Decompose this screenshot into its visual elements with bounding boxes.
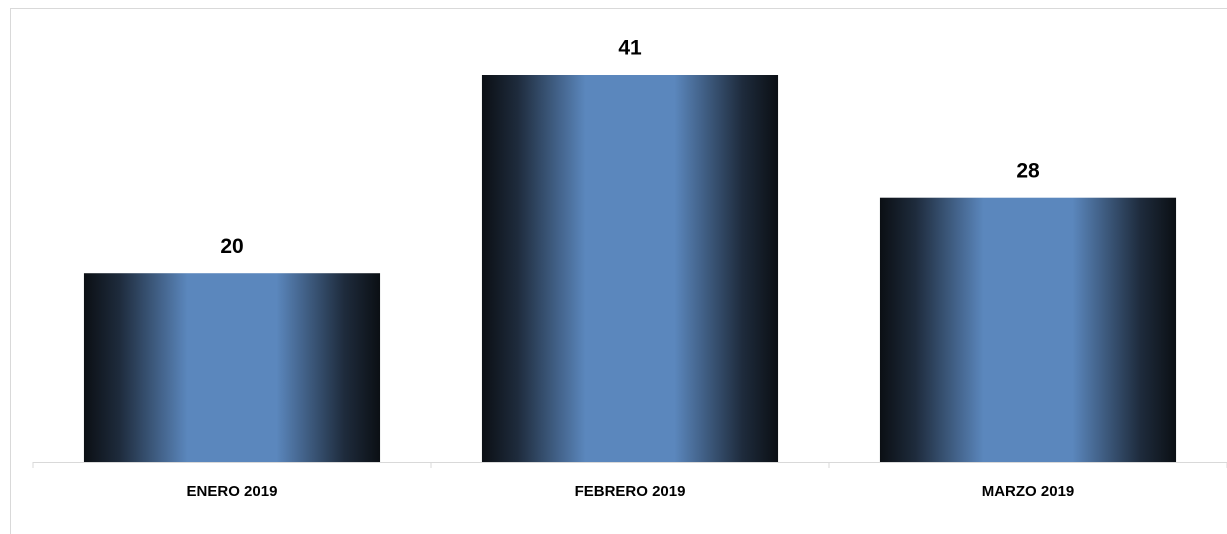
value-label: 28 bbox=[1016, 159, 1040, 182]
value-label: 41 bbox=[618, 37, 642, 60]
x-tick-label: ENERO 2019 bbox=[187, 483, 278, 500]
value-label: 20 bbox=[220, 235, 243, 258]
x-tick-label: MARZO 2019 bbox=[982, 483, 1075, 500]
bar bbox=[83, 273, 381, 462]
bar bbox=[879, 197, 1177, 462]
chart-frame bbox=[10, 8, 1227, 534]
x-tick-label: FEBRERO 2019 bbox=[575, 483, 686, 500]
bar bbox=[481, 75, 779, 462]
